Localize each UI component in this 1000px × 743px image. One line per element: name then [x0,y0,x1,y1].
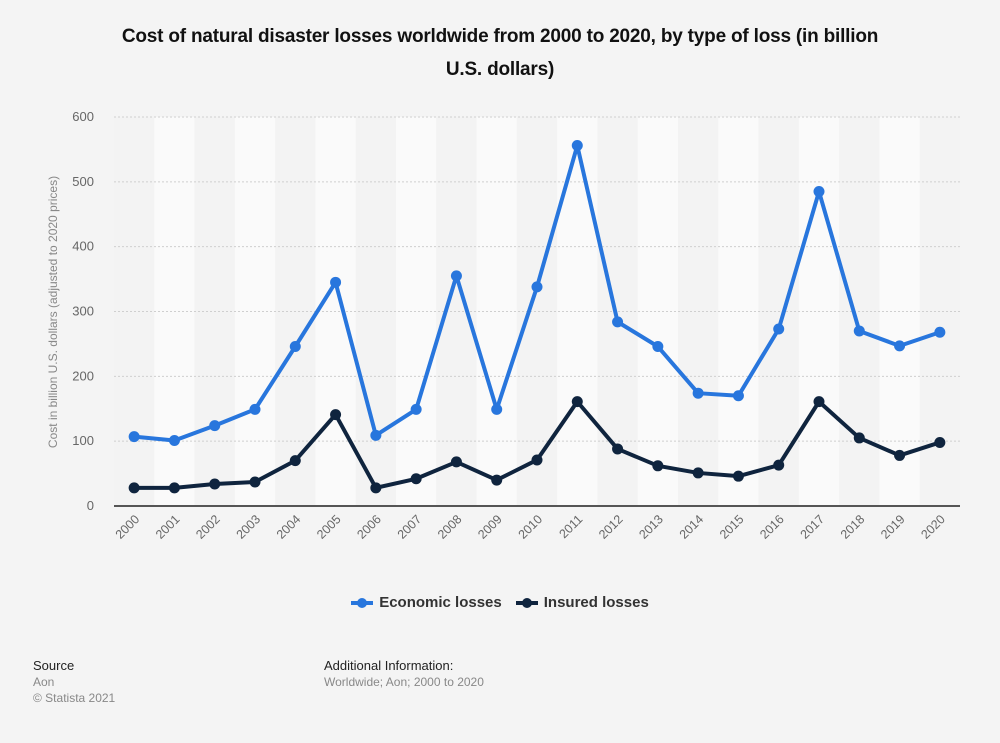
x-tick-label: 2001 [153,512,183,542]
data-point-2015[interactable] [732,390,744,402]
y-axis-label: Cost in billion U.S. dollars (adjusted t… [46,176,60,448]
x-tick-label: 2015 [717,512,747,542]
x-tick-label: 2020 [918,512,948,542]
data-point-2016[interactable] [773,459,785,471]
data-point-2001[interactable] [168,482,180,494]
x-tick-label: 2008 [435,512,465,542]
data-point-2013[interactable] [652,460,664,472]
data-point-2002[interactable] [209,420,221,432]
legend-label-economic: Economic losses [379,594,502,611]
data-point-2014[interactable] [692,387,704,399]
data-point-2012[interactable] [612,443,624,455]
data-point-2019[interactable] [894,449,906,461]
x-tick-label: 2019 [878,512,908,542]
data-point-2018[interactable] [853,432,865,444]
x-tick-label: 2002 [193,512,223,542]
x-tick-label: 2004 [274,512,304,542]
data-point-2002[interactable] [209,478,221,490]
y-tick-label: 200 [72,368,94,383]
x-tick-label: 2016 [757,512,787,542]
chart-title: Cost of natural disaster losses worldwid… [40,20,960,86]
data-point-2003[interactable] [249,403,261,415]
x-tick-label: 2013 [636,512,666,542]
x-tick-label: 2017 [798,512,828,542]
data-point-2004[interactable] [289,341,301,353]
chart-title-line-2: U.S. dollars) [445,59,555,80]
x-axis-ticks: 2000 2001 2002 2003 2004 2005 2006 2007 2008 2009… [113,512,948,542]
data-point-2011[interactable] [571,396,583,408]
y-tick-label: 600 [72,109,94,124]
y-tick-label: 100 [72,433,94,448]
y-tick-label: 500 [72,174,94,189]
data-point-2005[interactable] [330,276,342,288]
legend-marker-economic-icon [351,597,374,609]
x-tick-label: 2018 [838,512,868,542]
data-point-2005[interactable] [330,409,342,421]
data-point-2013[interactable] [652,341,664,353]
series-insured-losses [128,396,946,494]
x-tick-label: 2009 [475,512,505,542]
data-point-2020[interactable] [934,326,946,338]
legend-item-economic-losses[interactable]: Economic losses [351,594,502,611]
data-point-2009[interactable] [491,474,503,486]
legend-item-insured-losses[interactable]: Insured losses [515,594,649,611]
chart-title-line-1: Cost of natural disaster losses worldwid… [121,26,879,47]
background-bands [114,117,960,506]
data-point-2017[interactable] [813,396,825,408]
data-point-2000[interactable] [128,482,140,494]
data-point-2006[interactable] [370,482,382,494]
data-point-2008[interactable] [450,456,462,468]
x-tick-label: 2003 [234,512,264,542]
source-heading: Source [33,658,75,673]
data-point-2001[interactable] [168,435,180,447]
legend-marker-insured-icon [515,597,538,609]
data-point-2007[interactable] [410,403,422,415]
x-tick-label: 2012 [596,512,626,542]
data-point-2016[interactable] [773,323,785,335]
footer-source: Source Aon © Statista 2021 [33,658,115,706]
data-point-2015[interactable] [732,470,744,482]
data-point-2009[interactable] [491,403,503,415]
data-point-2003[interactable] [249,476,261,488]
data-point-2010[interactable] [531,454,543,466]
copyright: © Statista 2021 [33,691,116,705]
x-tick-label: 2006 [354,512,384,542]
data-point-2000[interactable] [128,431,140,443]
data-point-2018[interactable] [853,325,865,337]
footer-additional-info: Additional Information: Worldwide; Aon; … [324,658,484,690]
data-point-2012[interactable] [612,316,624,328]
y-tick-label: 0 [87,498,94,513]
data-point-2011[interactable] [571,140,583,152]
data-point-2014[interactable] [692,467,704,479]
x-tick-label: 2010 [516,512,546,542]
data-point-2019[interactable] [894,340,906,352]
x-tick-label: 2007 [395,512,425,542]
legend: Economic losses Insured losses [0,594,1000,611]
series-group [128,140,946,494]
source-name[interactable]: Aon [33,675,55,689]
x-tick-label: 2005 [314,512,344,542]
legend-label-insured: Insured losses [543,594,649,611]
x-tick-label: 2014 [677,512,707,542]
data-point-2008[interactable] [450,270,462,282]
data-point-2017[interactable] [813,186,825,198]
series-economic-losses [128,140,946,447]
line-chart: 0 100 200 300 400 500 600 Cost in billion U.S.… [46,109,960,542]
y-axis-ticks: 0 100 200 300 400 500 600 [72,109,94,513]
x-tick-label: 2000 [113,512,143,542]
data-point-2007[interactable] [410,473,422,485]
y-tick-label: 300 [72,304,94,319]
data-point-2004[interactable] [289,455,301,467]
data-point-2010[interactable] [531,281,543,293]
y-tick-label: 400 [72,239,94,254]
data-point-2020[interactable] [934,436,946,448]
data-point-2006[interactable] [370,429,382,441]
additional-info-heading: Additional Information: [324,658,454,673]
gridlines [114,116,960,442]
additional-info-text: Worldwide; Aon; 2000 to 2020 [324,675,484,689]
x-tick-label: 2011 [556,512,585,541]
